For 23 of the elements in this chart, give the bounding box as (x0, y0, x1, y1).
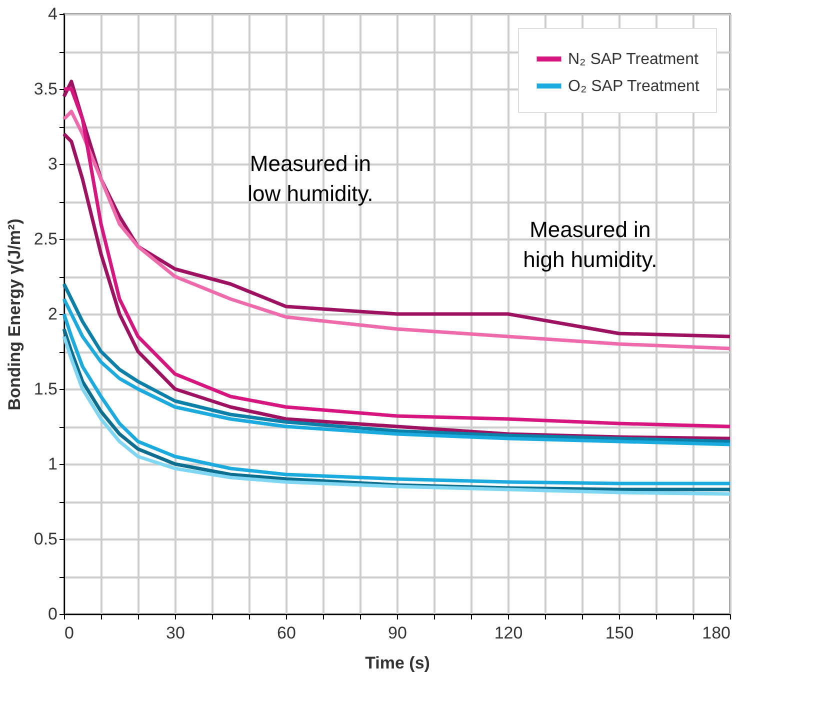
y-tick-label: 4 (48, 4, 58, 24)
x-tick-label: 60 (277, 624, 296, 642)
y-tick-label: 3 (48, 154, 58, 174)
x-tick-label: 30 (166, 624, 185, 642)
legend-label: N₂ SAP Treatment (568, 51, 699, 68)
y-tick-label: 3.5 (34, 80, 58, 98)
y-tick-label: 2 (48, 304, 58, 324)
y-tick-label: 0.5 (34, 530, 58, 548)
y-tick-label: 2.5 (34, 230, 58, 248)
x-tick-label: 90 (388, 624, 407, 642)
y-tick-label: 1.5 (34, 380, 58, 398)
x-axis-title: Time (s) (365, 654, 430, 672)
line-series (62, 110, 732, 350)
x-tick-label: 0 (64, 624, 74, 642)
y-tick-label: 0 (48, 604, 58, 624)
x-tick-label: 120 (494, 624, 523, 642)
x-tick-label: 180 (702, 624, 730, 642)
y-axis-title: Bonding Energy γ(J/m²) (4, 218, 24, 410)
y-tick-label: 1 (48, 454, 58, 474)
x-tick-label: 150 (605, 624, 634, 642)
legend-label: O₂ SAP Treatment (568, 78, 700, 95)
annotation: Measured in low humidity. (248, 151, 374, 206)
annotation: Measured in high humidity. (523, 217, 658, 272)
